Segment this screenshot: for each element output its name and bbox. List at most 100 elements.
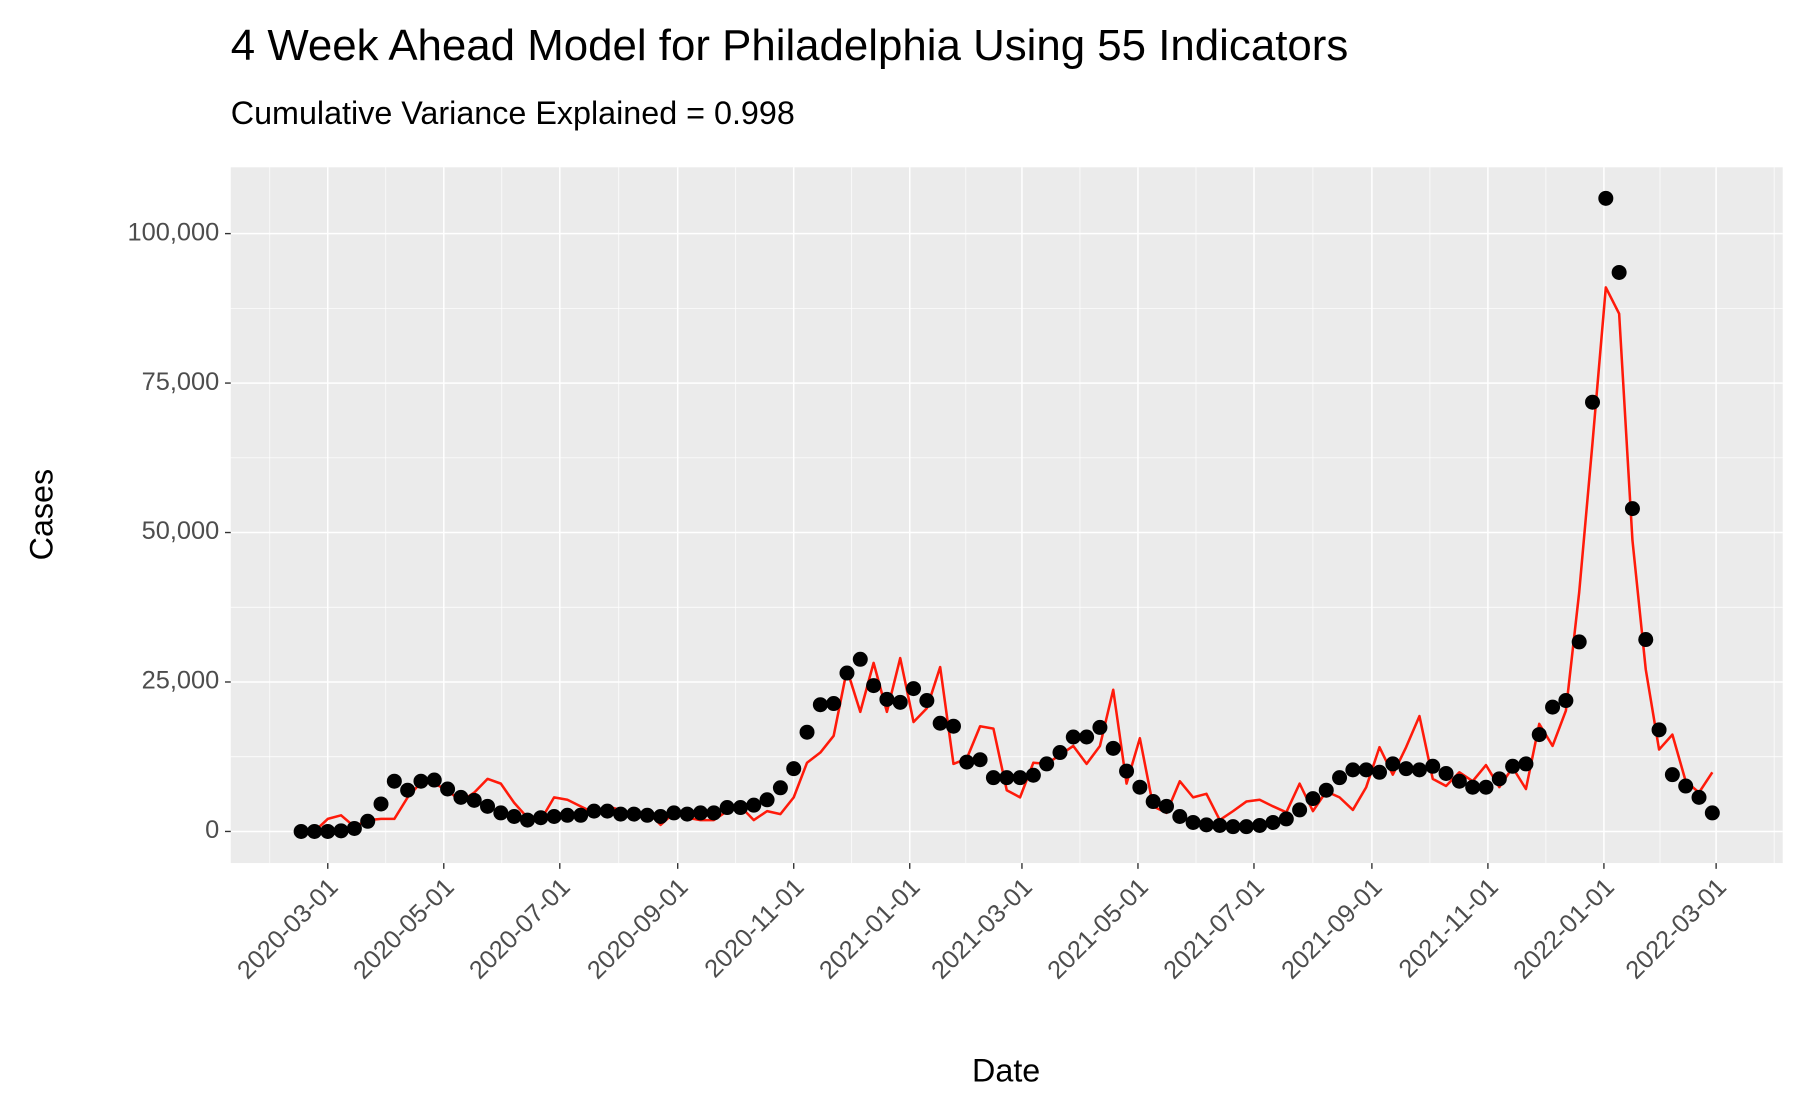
observed-point xyxy=(613,806,629,822)
observed-point xyxy=(1105,740,1121,756)
observed-point xyxy=(586,803,602,819)
observed-point xyxy=(666,805,682,821)
observed-point xyxy=(1305,791,1321,807)
x-tick-label: 2021-11-01 xyxy=(1394,873,1504,983)
observed-point xyxy=(1465,779,1481,795)
observed-point xyxy=(826,696,842,712)
observed-point xyxy=(693,805,709,821)
observed-point xyxy=(1624,501,1640,517)
observed-point xyxy=(1225,819,1241,835)
observed-point xyxy=(360,813,376,829)
observed-point xyxy=(1664,767,1680,783)
observed-point xyxy=(440,781,456,797)
observed-point xyxy=(573,807,589,823)
observed-point xyxy=(906,681,922,697)
x-tick-label: 2020-05-01 xyxy=(348,873,460,985)
panel xyxy=(230,167,1783,864)
x-tick-label: 2020-11-01 xyxy=(699,873,809,983)
x-tick-label: 2022-03-01 xyxy=(1620,873,1732,985)
y-tick-label: 50,000 xyxy=(142,517,220,545)
observed-point xyxy=(1079,729,1095,745)
observed-point xyxy=(1558,693,1574,709)
grid xyxy=(230,167,1783,864)
observed-point xyxy=(706,805,722,821)
x-tick-label: 2021-07-01 xyxy=(1158,873,1270,985)
x-tick-label: 2020-03-01 xyxy=(232,873,344,985)
x-tick-label: 2020-07-01 xyxy=(464,873,576,985)
observed-point xyxy=(1385,756,1401,772)
observed-point xyxy=(519,812,535,828)
observed-point xyxy=(999,770,1015,786)
marks xyxy=(293,190,1720,839)
observed-point xyxy=(959,754,975,770)
y-tick-label: 0 xyxy=(205,816,219,844)
observed-point xyxy=(1132,779,1148,795)
observed-point xyxy=(812,697,828,713)
chart-title: 4 Week Ahead Model for Philadelphia Usin… xyxy=(231,21,1349,70)
observed-point xyxy=(480,798,496,814)
observed-point xyxy=(386,773,402,789)
observed-point xyxy=(759,792,775,808)
observed-point xyxy=(799,724,815,740)
observed-point xyxy=(1052,745,1068,761)
chart-subtitle: Cumulative Variance Explained = 0.998 xyxy=(231,95,795,131)
observed-point xyxy=(559,807,575,823)
observed-point xyxy=(852,651,868,667)
observed-point xyxy=(932,715,948,731)
observed-point xyxy=(413,773,429,789)
observed-point xyxy=(1411,762,1427,778)
observed-point xyxy=(839,665,855,681)
observed-point xyxy=(1252,817,1268,833)
observed-point xyxy=(1012,770,1028,786)
observed-point xyxy=(320,823,336,839)
observed-point xyxy=(426,772,442,788)
y-tick-label: 100,000 xyxy=(127,218,219,246)
observed-point xyxy=(746,797,762,813)
observed-point xyxy=(1119,763,1135,779)
x-tick-label: 2021-05-01 xyxy=(1042,873,1154,985)
observed-point xyxy=(400,782,416,798)
observed-point xyxy=(1611,264,1627,280)
observed-point xyxy=(493,805,509,821)
observed-point xyxy=(1545,699,1561,715)
observed-point xyxy=(1451,773,1467,789)
observed-point xyxy=(1585,394,1601,410)
observed-point xyxy=(1158,798,1174,814)
x-tick-label: 2021-01-01 xyxy=(814,873,926,985)
observed-point xyxy=(1345,762,1361,778)
x-tick-label: 2022-01-01 xyxy=(1508,873,1620,985)
observed-point xyxy=(333,823,349,839)
observed-point xyxy=(786,761,802,777)
observed-point xyxy=(1145,794,1161,810)
observed-point xyxy=(1505,758,1521,774)
x-tick-label: 2021-09-01 xyxy=(1276,873,1388,985)
observed-point xyxy=(1265,814,1281,830)
observed-point xyxy=(1212,817,1228,833)
observed-point xyxy=(972,752,988,768)
observed-point xyxy=(1185,814,1201,830)
observed-point xyxy=(1398,761,1414,777)
observed-point xyxy=(1278,811,1294,827)
y-axis-title: Cases xyxy=(23,469,59,561)
y-tick-label: 25,000 xyxy=(142,667,220,695)
observed-point xyxy=(1238,819,1254,835)
observed-point xyxy=(1438,765,1454,781)
observed-point xyxy=(1371,764,1387,780)
observed-point xyxy=(1039,756,1055,772)
observed-point xyxy=(599,803,615,819)
observed-point xyxy=(866,678,882,694)
observed-point xyxy=(919,693,935,709)
observed-point xyxy=(533,810,549,826)
observed-point xyxy=(679,806,695,822)
observed-point xyxy=(453,789,469,805)
observed-point xyxy=(892,694,908,710)
observed-point xyxy=(506,809,522,825)
observed-point xyxy=(466,792,482,808)
observed-point xyxy=(1704,805,1720,821)
observed-point xyxy=(306,823,322,839)
observed-point xyxy=(1478,779,1494,795)
observed-point xyxy=(772,780,788,796)
observed-point xyxy=(1358,762,1374,778)
